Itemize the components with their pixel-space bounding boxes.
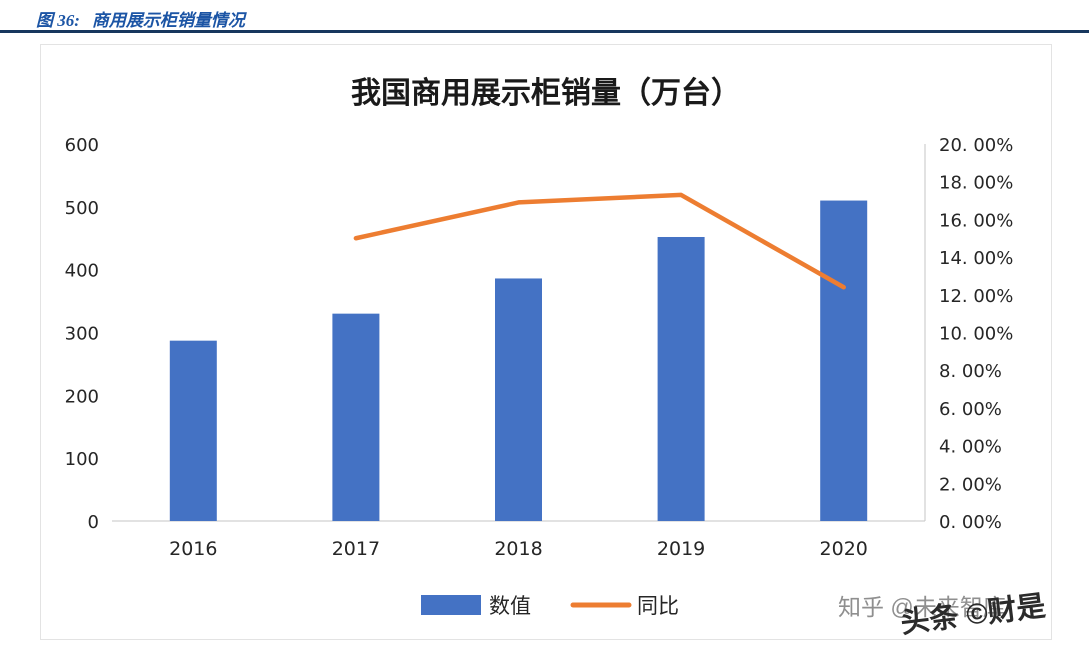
right-axis-tick-label: 6. 00% bbox=[939, 399, 1002, 420]
right-axis-tick-label: 20. 00% bbox=[939, 135, 1013, 156]
x-axis-category-label: 2017 bbox=[332, 538, 380, 560]
left-axis-tick-label: 300 bbox=[65, 324, 99, 345]
figure-title-text: 商用展示柜销量情况 bbox=[91, 11, 245, 30]
x-axis-category-label: 2019 bbox=[657, 538, 705, 560]
sales-chart-svg: 我国商用展示柜销量（万台） 0 100 200 300 400 500 600 0. 00% 2.… bbox=[65, 76, 1014, 618]
header-divider bbox=[0, 30, 1089, 33]
bar-2020 bbox=[820, 200, 868, 522]
figure-caption: 图 36: 商用展示柜销量情况 bbox=[36, 6, 245, 31]
left-axis-tick-label: 600 bbox=[65, 135, 99, 156]
x-axis-category-label: 2018 bbox=[494, 538, 542, 560]
legend-label-line: 同比 bbox=[637, 594, 679, 618]
left-axis-tick-label: 400 bbox=[65, 261, 99, 282]
left-axis-tick-label: 500 bbox=[65, 198, 99, 219]
right-axis-tick-label: 14. 00% bbox=[939, 248, 1013, 269]
left-axis-tick-label: 200 bbox=[65, 386, 99, 407]
bar-2018 bbox=[495, 278, 542, 521]
bar-2016 bbox=[169, 340, 217, 521]
figure-number: 图 36: bbox=[36, 11, 80, 30]
right-axis-tick-label: 2. 00% bbox=[939, 474, 1002, 495]
x-axis-category-label: 2016 bbox=[169, 538, 217, 560]
right-axis-tick-label: 16. 00% bbox=[939, 210, 1013, 231]
left-axis-tick-label: 100 bbox=[65, 449, 99, 470]
x-axis-category-label: 2020 bbox=[820, 538, 868, 560]
bar-2019 bbox=[657, 236, 705, 521]
legend-swatch-bar bbox=[421, 595, 481, 615]
chart-container: 我国商用展示柜销量（万台） 0 100 200 300 400 500 600 0. 00% 2.… bbox=[40, 44, 1052, 640]
right-axis-tick-label: 0. 00% bbox=[939, 512, 1002, 533]
right-axis-tick-label: 18. 00% bbox=[939, 173, 1013, 194]
legend-label-bar: 数值 bbox=[489, 594, 531, 618]
chart-title: 我国商用展示柜销量（万台） bbox=[351, 76, 741, 111]
right-axis-tick-label: 12. 00% bbox=[939, 286, 1013, 307]
yoy-line bbox=[353, 192, 846, 290]
left-axis-tick-label: 0 bbox=[88, 512, 99, 533]
bar-2017 bbox=[332, 313, 380, 521]
right-axis-tick-label: 4. 00% bbox=[939, 437, 1002, 458]
right-axis-tick-label: 10. 00% bbox=[939, 324, 1013, 345]
right-axis-tick-label: 8. 00% bbox=[939, 361, 1002, 382]
